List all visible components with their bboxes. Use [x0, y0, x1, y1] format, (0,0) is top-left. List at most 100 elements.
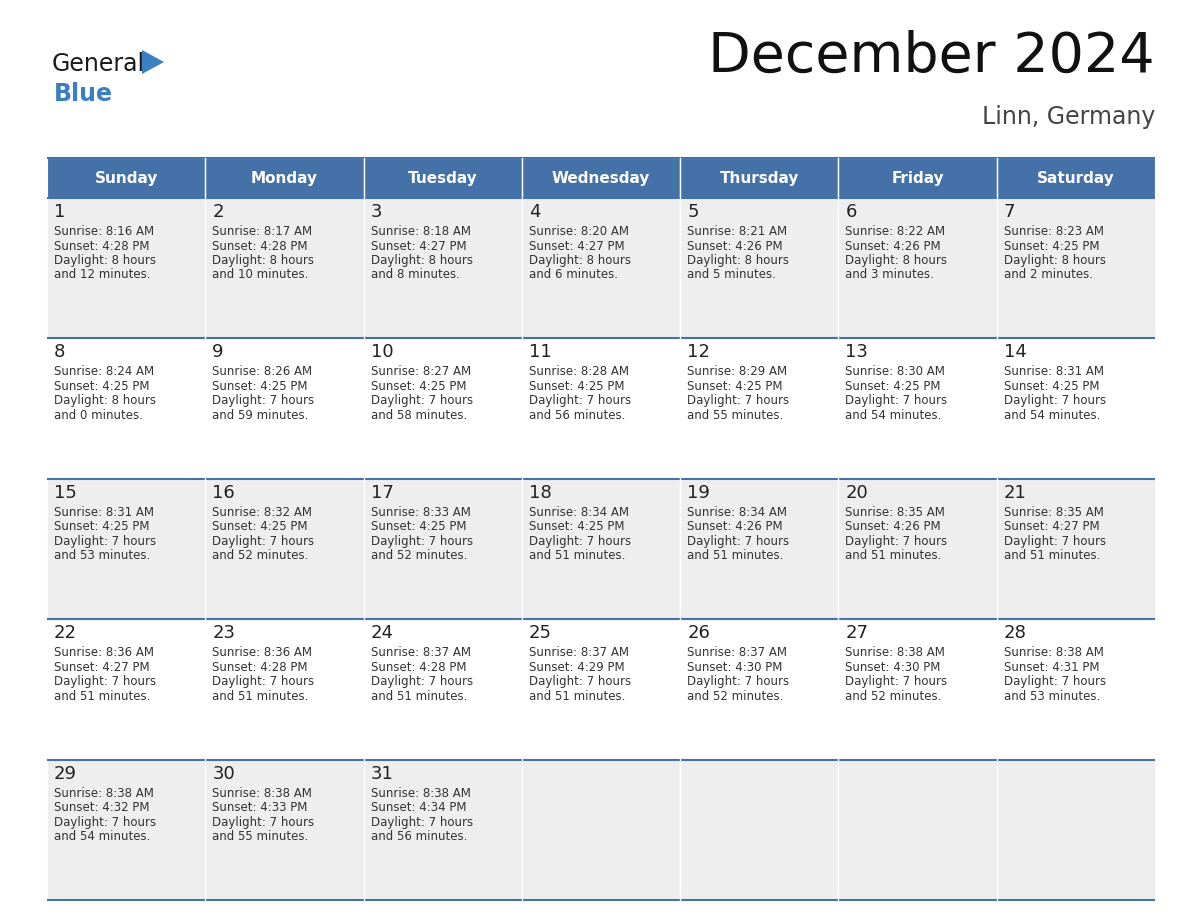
Text: 15: 15 [53, 484, 77, 502]
Text: Sunset: 4:32 PM: Sunset: 4:32 PM [53, 801, 150, 814]
Bar [839, 479, 997, 620]
Text: Sunrise: 8:22 AM: Sunrise: 8:22 AM [846, 225, 946, 238]
Text: Daylight: 7 hours: Daylight: 7 hours [687, 395, 789, 408]
Text: Daylight: 8 hours: Daylight: 8 hours [687, 254, 789, 267]
Text: Sunset: 4:30 PM: Sunset: 4:30 PM [846, 661, 941, 674]
Text: Blue: Blue [53, 82, 113, 106]
Text: Sunset: 4:25 PM: Sunset: 4:25 PM [1004, 380, 1099, 393]
Text: Daylight: 7 hours: Daylight: 7 hours [529, 535, 631, 548]
Text: and 8 minutes.: and 8 minutes. [371, 268, 460, 282]
Text: Sunrise: 8:28 AM: Sunrise: 8:28 AM [529, 365, 628, 378]
Text: Sunset: 4:31 PM: Sunset: 4:31 PM [1004, 661, 1099, 674]
Text: 5: 5 [687, 203, 699, 221]
Text: Daylight: 7 hours: Daylight: 7 hours [687, 535, 789, 548]
Text: 2: 2 [213, 203, 223, 221]
Text: and 52 minutes.: and 52 minutes. [371, 549, 467, 563]
Text: and 52 minutes.: and 52 minutes. [213, 549, 309, 563]
Bar [364, 479, 522, 620]
Bar [997, 198, 1155, 339]
Text: Sunset: 4:26 PM: Sunset: 4:26 PM [687, 521, 783, 533]
Bar [48, 759, 206, 900]
Text: Daylight: 7 hours: Daylight: 7 hours [371, 676, 473, 688]
Text: Daylight: 7 hours: Daylight: 7 hours [846, 676, 948, 688]
Text: 1: 1 [53, 203, 65, 221]
Text: and 3 minutes.: and 3 minutes. [846, 268, 934, 282]
Text: Sunset: 4:26 PM: Sunset: 4:26 PM [846, 521, 941, 533]
Bar [48, 620, 206, 759]
Text: Sunrise: 8:35 AM: Sunrise: 8:35 AM [1004, 506, 1104, 519]
Text: Sunset: 4:25 PM: Sunset: 4:25 PM [529, 380, 625, 393]
Text: Linn, Germany: Linn, Germany [981, 105, 1155, 129]
Text: Daylight: 7 hours: Daylight: 7 hours [846, 535, 948, 548]
Text: 31: 31 [371, 765, 393, 783]
Text: 14: 14 [1004, 343, 1026, 362]
Text: Daylight: 8 hours: Daylight: 8 hours [529, 254, 631, 267]
Text: Sunrise: 8:31 AM: Sunrise: 8:31 AM [53, 506, 154, 519]
Text: and 2 minutes.: and 2 minutes. [1004, 268, 1093, 282]
Bar [839, 198, 997, 339]
Text: 4: 4 [529, 203, 541, 221]
Text: 28: 28 [1004, 624, 1026, 643]
Text: and 5 minutes.: and 5 minutes. [687, 268, 776, 282]
Text: Thursday: Thursday [720, 171, 800, 185]
Bar [997, 479, 1155, 620]
Bar [997, 620, 1155, 759]
Text: Daylight: 7 hours: Daylight: 7 hours [371, 815, 473, 829]
Text: Daylight: 7 hours: Daylight: 7 hours [1004, 535, 1106, 548]
Text: Sunset: 4:28 PM: Sunset: 4:28 PM [213, 661, 308, 674]
Bar [681, 479, 839, 620]
Bar [997, 339, 1155, 479]
Bar [997, 759, 1155, 900]
Text: Sunset: 4:27 PM: Sunset: 4:27 PM [529, 240, 625, 252]
Text: 8: 8 [53, 343, 65, 362]
Text: Tuesday: Tuesday [407, 171, 478, 185]
Text: Daylight: 8 hours: Daylight: 8 hours [53, 395, 156, 408]
Text: Sunset: 4:29 PM: Sunset: 4:29 PM [529, 661, 625, 674]
Bar [522, 198, 681, 339]
Bar [206, 339, 364, 479]
Text: 25: 25 [529, 624, 552, 643]
Text: Sunset: 4:25 PM: Sunset: 4:25 PM [687, 380, 783, 393]
Text: Daylight: 7 hours: Daylight: 7 hours [53, 535, 156, 548]
Text: 19: 19 [687, 484, 710, 502]
Text: Sunrise: 8:32 AM: Sunrise: 8:32 AM [213, 506, 312, 519]
Text: Daylight: 7 hours: Daylight: 7 hours [1004, 676, 1106, 688]
Bar [364, 158, 522, 198]
Text: 29: 29 [53, 765, 77, 783]
Bar [681, 158, 839, 198]
Bar [839, 158, 997, 198]
Text: and 12 minutes.: and 12 minutes. [53, 268, 151, 282]
Text: and 56 minutes.: and 56 minutes. [529, 409, 625, 422]
Text: and 51 minutes.: and 51 minutes. [371, 689, 467, 702]
Text: Sunrise: 8:38 AM: Sunrise: 8:38 AM [371, 787, 470, 800]
Text: Daylight: 7 hours: Daylight: 7 hours [529, 676, 631, 688]
Bar [48, 158, 206, 198]
Text: 11: 11 [529, 343, 551, 362]
Text: Daylight: 7 hours: Daylight: 7 hours [213, 815, 315, 829]
Text: Daylight: 8 hours: Daylight: 8 hours [53, 254, 156, 267]
Bar [997, 158, 1155, 198]
Text: Sunrise: 8:34 AM: Sunrise: 8:34 AM [687, 506, 788, 519]
Bar [206, 620, 364, 759]
Text: Daylight: 7 hours: Daylight: 7 hours [53, 815, 156, 829]
Text: Saturday: Saturday [1037, 171, 1114, 185]
Text: and 6 minutes.: and 6 minutes. [529, 268, 618, 282]
Text: 6: 6 [846, 203, 857, 221]
Text: Sunset: 4:28 PM: Sunset: 4:28 PM [213, 240, 308, 252]
Text: Daylight: 7 hours: Daylight: 7 hours [53, 676, 156, 688]
Text: Sunset: 4:33 PM: Sunset: 4:33 PM [213, 801, 308, 814]
Text: 17: 17 [371, 484, 393, 502]
Text: Friday: Friday [891, 171, 944, 185]
Text: and 55 minutes.: and 55 minutes. [687, 409, 783, 422]
Text: 23: 23 [213, 624, 235, 643]
Bar [522, 759, 681, 900]
Bar [839, 339, 997, 479]
Bar [206, 198, 364, 339]
Bar [681, 339, 839, 479]
Bar [364, 339, 522, 479]
Text: 22: 22 [53, 624, 77, 643]
Bar [681, 759, 839, 900]
Text: Sunrise: 8:27 AM: Sunrise: 8:27 AM [371, 365, 470, 378]
Text: and 51 minutes.: and 51 minutes. [529, 549, 625, 563]
Text: Sunset: 4:25 PM: Sunset: 4:25 PM [371, 380, 466, 393]
